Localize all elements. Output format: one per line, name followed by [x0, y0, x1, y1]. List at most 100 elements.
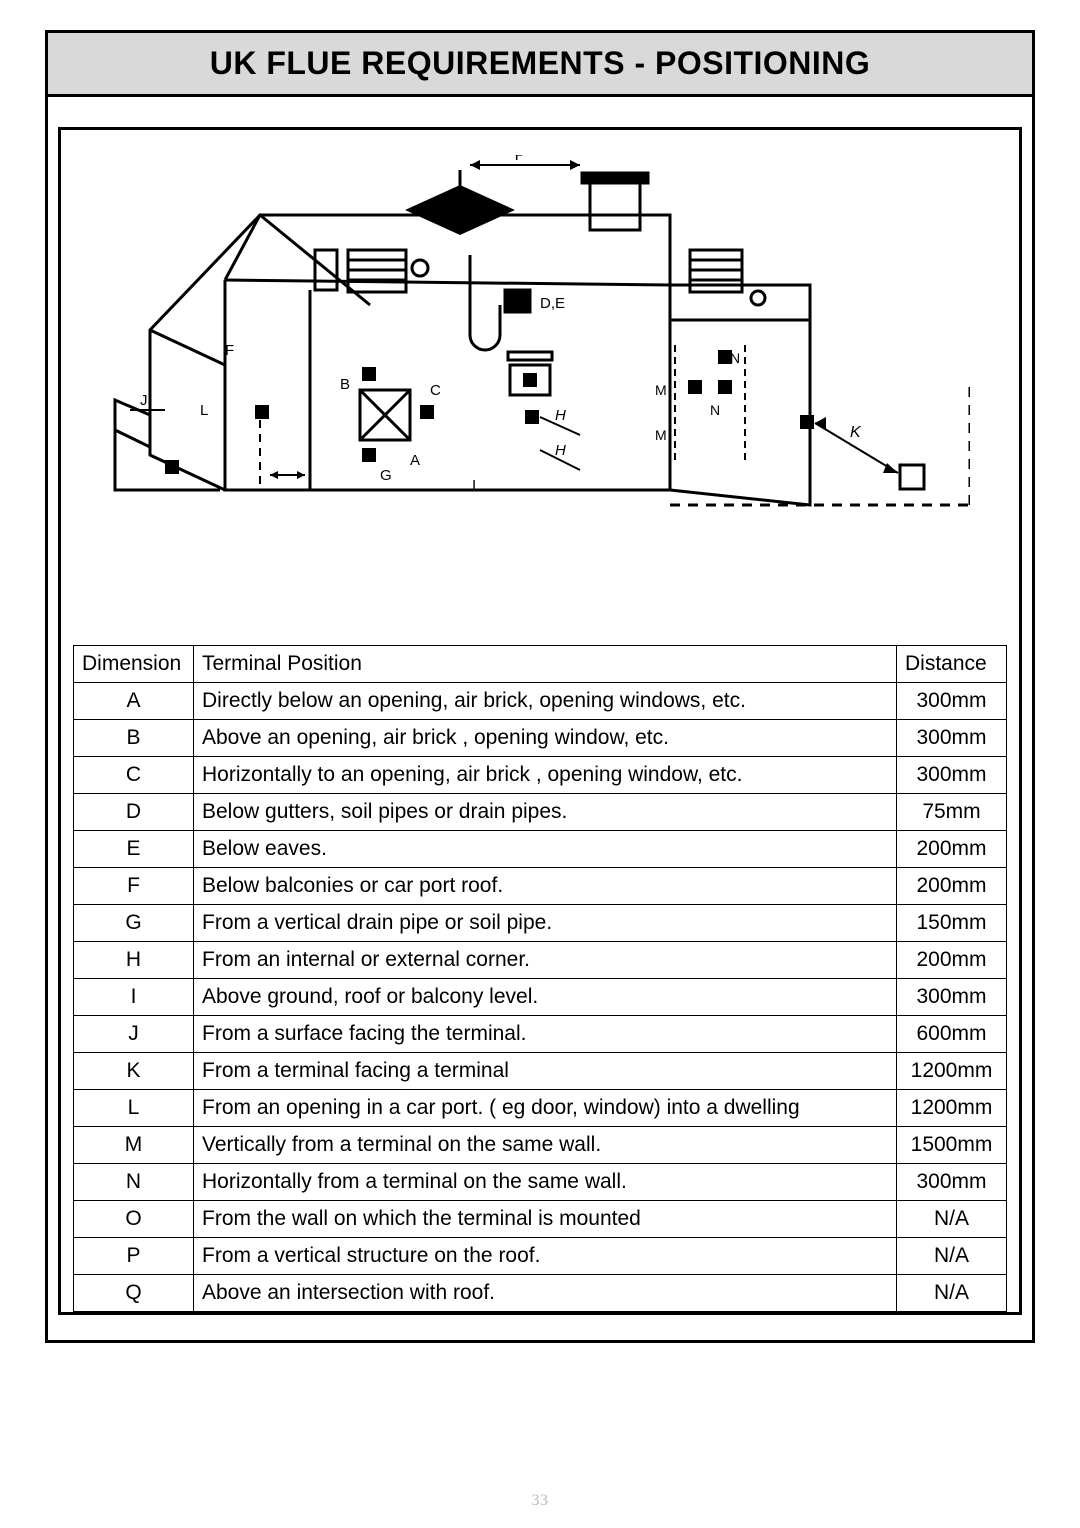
diagram-label-h2: H — [555, 442, 566, 459]
diagram-label-f: F — [225, 342, 234, 359]
cell-distance: 300mm — [897, 683, 1007, 720]
cell-distance: 200mm — [897, 868, 1007, 905]
page-title: UK FLUE REQUIREMENTS - POSITIONING — [210, 45, 871, 81]
cell-position: From an opening in a car port. ( eg door… — [194, 1090, 897, 1127]
table-row: CHorizontally to an opening, air brick ,… — [74, 757, 1007, 794]
cell-position: From a vertical structure on the roof. — [194, 1238, 897, 1275]
cell-dimension: C — [74, 757, 194, 794]
diagram-label-a: A — [410, 452, 420, 469]
table-row: EBelow eaves.200mm — [74, 831, 1007, 868]
table-row: JFrom a surface facing the terminal.600m… — [74, 1016, 1007, 1053]
cell-dimension: B — [74, 720, 194, 757]
cell-dimension: Q — [74, 1275, 194, 1312]
table-row: OFrom the wall on which the terminal is … — [74, 1201, 1007, 1238]
cell-position: From the wall on which the terminal is m… — [194, 1201, 897, 1238]
cell-position: Below gutters, soil pipes or drain pipes… — [194, 794, 897, 831]
diagram-label-g: G — [380, 467, 392, 484]
diagram-label-h: H — [555, 407, 566, 424]
cell-distance: 150mm — [897, 905, 1007, 942]
cell-distance: 1200mm — [897, 1053, 1007, 1090]
cell-distance: 200mm — [897, 831, 1007, 868]
cell-dimension: P — [74, 1238, 194, 1275]
table-row: MVertically from a terminal on the same … — [74, 1127, 1007, 1164]
cell-position: Above an intersection with roof. — [194, 1275, 897, 1312]
cell-dimension: E — [74, 831, 194, 868]
col-dimension-header: Dimension — [74, 646, 194, 683]
cell-distance: N/A — [897, 1238, 1007, 1275]
table-body: ADirectly below an opening, air brick, o… — [74, 683, 1007, 1312]
table-row: HFrom an internal or external corner.200… — [74, 942, 1007, 979]
diagram-label-n: N — [710, 402, 720, 418]
diagram-label-i: I — [472, 477, 476, 494]
cell-distance: N/A — [897, 1201, 1007, 1238]
cell-dimension: K — [74, 1053, 194, 1090]
table-row: QAbove an intersection with roof.N/A — [74, 1275, 1007, 1312]
content-area: P D,E — [48, 97, 1032, 1340]
col-distance-header: Distance — [897, 646, 1007, 683]
diagram-label-m: M — [655, 382, 667, 398]
diagram-label-j: J — [140, 392, 148, 409]
diagram-label-n2: N — [730, 350, 740, 366]
cell-distance: N/A — [897, 1275, 1007, 1312]
table-row: PFrom a vertical structure on the roof.N… — [74, 1238, 1007, 1275]
cell-position: Horizontally to an opening, air brick , … — [194, 757, 897, 794]
table-row: GFrom a vertical drain pipe or soil pipe… — [74, 905, 1007, 942]
cell-position: Above an opening, air brick , opening wi… — [194, 720, 897, 757]
cell-dimension: G — [74, 905, 194, 942]
cell-position: Above ground, roof or balcony level. — [194, 979, 897, 1016]
cell-distance: 1200mm — [897, 1090, 1007, 1127]
table-row: NHorizontally from a terminal on the sam… — [74, 1164, 1007, 1201]
table-row: LFrom an opening in a car port. ( eg doo… — [74, 1090, 1007, 1127]
outer-frame: UK FLUE REQUIREMENTS - POSITIONING — [45, 30, 1035, 1343]
diagram-label-k: K — [850, 424, 862, 441]
cell-dimension: M — [74, 1127, 194, 1164]
cell-distance: 75mm — [897, 794, 1007, 831]
cell-dimension: O — [74, 1201, 194, 1238]
title-box: UK FLUE REQUIREMENTS - POSITIONING — [48, 33, 1032, 97]
cell-dimension: D — [74, 794, 194, 831]
page: UK FLUE REQUIREMENTS - POSITIONING — [0, 0, 1080, 1528]
page-number: 33 — [0, 1492, 1080, 1510]
cell-position: From a vertical drain pipe or soil pipe. — [194, 905, 897, 942]
cell-dimension: N — [74, 1164, 194, 1201]
cell-dimension: J — [74, 1016, 194, 1053]
diagram-label-de: D,E — [540, 295, 565, 312]
cell-distance: 300mm — [897, 979, 1007, 1016]
cell-position: Directly below an opening, air brick, op… — [194, 683, 897, 720]
col-position-header: Terminal Position — [194, 646, 897, 683]
table-row: IAbove ground, roof or balcony level.300… — [74, 979, 1007, 1016]
cell-position: From an internal or external corner. — [194, 942, 897, 979]
diagram-label-l: L — [200, 402, 208, 419]
cell-distance: 300mm — [897, 720, 1007, 757]
cell-dimension: I — [74, 979, 194, 1016]
cell-distance: 300mm — [897, 1164, 1007, 1201]
table-row: ADirectly below an opening, air brick, o… — [74, 683, 1007, 720]
house-diagram-svg: P D,E — [110, 155, 970, 615]
flue-positioning-diagram: P D,E — [73, 145, 1007, 645]
diagram-label-c: C — [430, 382, 441, 399]
cell-dimension: F — [74, 868, 194, 905]
cell-distance: 300mm — [897, 757, 1007, 794]
table-row: FBelow balconies or car port roof.200mm — [74, 868, 1007, 905]
diagram-label-b: B — [340, 376, 350, 393]
table-header-row: Dimension Terminal Position Distance — [74, 646, 1007, 683]
cell-distance: 600mm — [897, 1016, 1007, 1053]
table-row: DBelow gutters, soil pipes or drain pipe… — [74, 794, 1007, 831]
cell-position: Vertically from a terminal on the same w… — [194, 1127, 897, 1164]
cell-position: Below eaves. — [194, 831, 897, 868]
flue-requirements-table: Dimension Terminal Position Distance ADi… — [73, 645, 1007, 1312]
table-row: BAbove an opening, air brick , opening w… — [74, 720, 1007, 757]
cell-dimension: H — [74, 942, 194, 979]
cell-distance: 200mm — [897, 942, 1007, 979]
cell-dimension: A — [74, 683, 194, 720]
cell-position: From a terminal facing a terminal — [194, 1053, 897, 1090]
diagram-label-m2: M — [655, 427, 667, 443]
cell-position: Below balconies or car port roof. — [194, 868, 897, 905]
inner-box: P D,E — [58, 127, 1022, 1315]
cell-position: From a surface facing the terminal. — [194, 1016, 897, 1053]
table-row: KFrom a terminal facing a terminal1200mm — [74, 1053, 1007, 1090]
cell-distance: 1500mm — [897, 1127, 1007, 1164]
diagram-label-p: P — [515, 155, 526, 164]
cell-position: Horizontally from a terminal on the same… — [194, 1164, 897, 1201]
cell-dimension: L — [74, 1090, 194, 1127]
